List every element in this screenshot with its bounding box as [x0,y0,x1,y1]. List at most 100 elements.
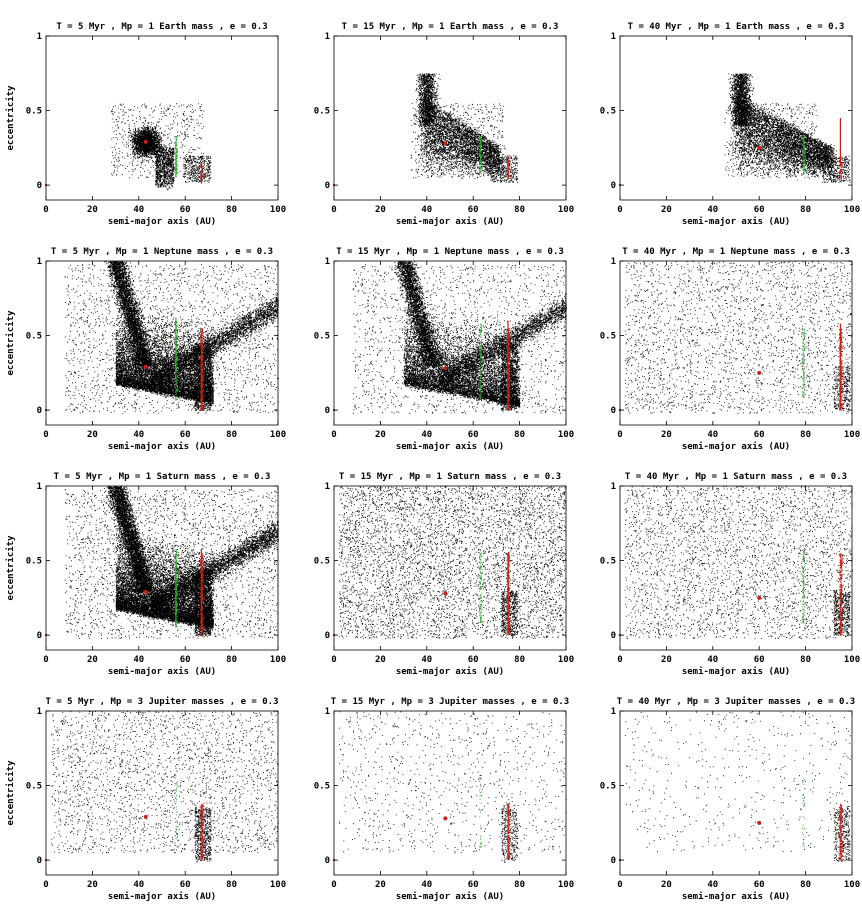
x-tick-label: 20 [87,880,98,890]
particle-cloud [624,711,853,863]
plot-frame [45,35,279,201]
y-tick-label: 1 [611,257,616,267]
x-tick-label: 40 [133,430,144,440]
panel-title: T = 40 Myr , Mp = 1 Neptune mass , e = 0… [622,247,850,257]
x-tick-label: 20 [661,205,672,215]
resonance-points-green [478,778,483,848]
x-tick-label: 60 [180,655,191,665]
plot-frame [333,35,567,201]
plot-frame [45,260,279,426]
planet-marker [143,589,148,594]
resonance-points-red [838,553,844,636]
x-tick-label: 40 [707,430,718,440]
x-tick-label: 100 [558,655,574,665]
resonance-points-green [478,550,483,623]
particle-points [64,486,279,639]
particle-cloud [338,486,567,639]
resonance-points-red [506,803,511,860]
particle-points [338,486,567,639]
y-tick-label: 0 [37,181,42,191]
y-tick-label: 0.5 [314,332,330,342]
y-axis-label: eccentricity [5,310,16,376]
x-tick-label: 40 [707,880,718,890]
planet-marker [143,814,148,819]
panel-title: T = 40 Myr , Mp = 1 Earth mass , e = 0.3 [628,22,845,32]
x-tick-label: 60 [754,205,765,215]
x-axis-label: semi-major axis (AU) [108,216,216,227]
x-axis-label: semi-major axis (AU) [396,666,504,677]
x-tick-label: 0 [617,205,622,215]
plot-frame [619,35,853,201]
x-tick-label: 20 [375,655,386,665]
panel-10: T = 5 Myr , Mp = 3 Jupiter masses , e = … [5,696,286,902]
planet-marker [757,595,762,600]
panel-title: T = 15 Myr , Mp = 1 Neptune mass , e = 0… [336,247,564,257]
x-tick-label: 80 [514,880,525,890]
y-tick-label: 1 [37,257,42,267]
plot-frame [619,485,853,651]
y-tick-label: 0.5 [600,107,616,117]
y-tick-label: 1 [37,707,42,717]
particle-cloud [64,486,279,639]
particle-cloud [111,103,212,191]
planet-marker [757,820,762,825]
panel-title: T = 15 Myr , Mp = 3 Jupiter masses , e =… [331,696,569,707]
resonance-points-green [478,323,483,399]
x-tick-label: 60 [468,655,479,665]
x-tick-label: 100 [844,430,860,440]
y-axis-label: eccentricity [5,760,16,826]
panel-11: T = 15 Myr , Mp = 3 Jupiter masses , e =… [314,696,574,902]
y-tick-label: 1 [611,707,616,717]
panel-title: T = 40 Myr , Mp = 3 Jupiter masses , e =… [617,696,855,707]
x-tick-label: 60 [754,430,765,440]
x-tick-label: 60 [468,430,479,440]
y-tick-label: 1 [611,482,616,492]
x-tick-label: 40 [707,655,718,665]
resonance-points-green [801,325,807,399]
panel-7: T = 5 Myr , Mp = 1 Saturn mass , e = 0.3… [5,472,286,677]
resonance-points-green [478,136,483,174]
planet-marker [443,141,448,146]
x-tick-label: 40 [133,655,144,665]
x-tick-label: 40 [421,655,432,665]
x-tick-label: 100 [558,880,574,890]
y-tick-label: 0.5 [600,332,616,342]
resonance-points-red [838,163,843,179]
x-tick-label: 0 [43,655,48,665]
particle-points [624,711,853,863]
resonance-points-red [838,803,844,861]
x-tick-label: 0 [617,430,622,440]
x-tick-label: 20 [661,430,672,440]
y-tick-label: 0 [37,406,42,416]
y-axis-label: eccentricity [5,85,16,151]
y-tick-label: 0.5 [26,782,42,792]
y-axis-label: eccentricity [5,535,16,601]
particle-cloud [624,261,853,414]
particle-points [410,73,519,183]
panel-1: T = 5 Myr , Mp = 1 Earth mass , e = 0.3 0… [5,22,286,227]
x-tick-label: 60 [468,880,479,890]
x-tick-label: 0 [617,880,622,890]
particle-cloud [50,711,279,863]
x-tick-label: 100 [270,205,286,215]
plot-frame [45,710,279,876]
x-tick-label: 40 [421,430,432,440]
x-tick-label: 100 [270,880,286,890]
x-tick-label: 40 [421,880,432,890]
y-tick-label: 1 [37,32,42,42]
y-tick-label: 0 [611,856,616,866]
panel-title: T = 40 Myr , Mp = 1 Saturn mass , e = 0.… [625,472,847,482]
x-axis-label: semi-major axis (AU) [396,216,504,227]
y-tick-label: 0.5 [26,557,42,567]
panel-4: T = 5 Myr , Mp = 1 Neptune mass , e = 0.… [5,247,286,452]
panel-title: T = 5 Myr , Mp = 1 Earth mass , e = 0.3 [56,22,267,32]
planet-marker [757,370,762,375]
panel-2: T = 15 Myr , Mp = 1 Earth mass , e = 0.3… [314,22,574,227]
x-tick-label: 20 [375,205,386,215]
particle-cloud [64,261,279,414]
x-tick-label: 100 [844,655,860,665]
plot-frame [333,260,567,426]
x-tick-label: 0 [43,880,48,890]
